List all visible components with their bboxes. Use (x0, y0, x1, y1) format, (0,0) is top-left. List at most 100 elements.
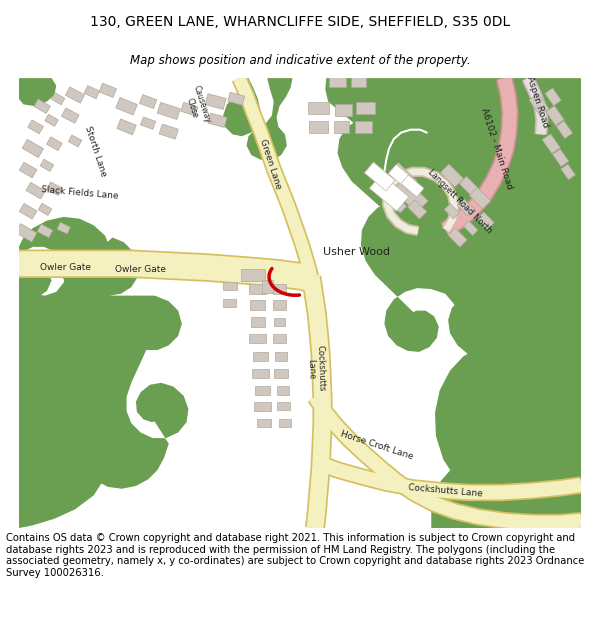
Bar (251, 317, 265, 326)
Bar (274, 369, 288, 378)
Bar (280, 419, 290, 427)
Bar (157, 102, 180, 119)
Bar (241, 269, 265, 281)
Text: Storth Lane: Storth Lane (83, 125, 108, 177)
Bar (274, 318, 285, 326)
Polygon shape (19, 78, 56, 106)
Bar (253, 352, 268, 361)
Text: Aspen Road: Aspen Road (524, 75, 550, 128)
Text: Usher Wood: Usher Wood (323, 246, 390, 256)
Bar (469, 188, 491, 209)
Bar (37, 224, 53, 238)
Bar (250, 284, 266, 294)
Bar (223, 282, 237, 291)
Bar (334, 121, 349, 132)
Bar (310, 121, 328, 132)
Bar (477, 212, 494, 229)
Bar (257, 419, 271, 428)
Polygon shape (223, 78, 260, 136)
Bar (38, 203, 52, 216)
Bar (252, 369, 269, 378)
Bar (40, 159, 53, 171)
Bar (388, 164, 414, 189)
Bar (364, 162, 395, 191)
Bar (22, 139, 44, 158)
Bar (139, 94, 157, 109)
Text: Horse Croft Lane: Horse Croft Lane (340, 429, 415, 462)
Bar (545, 88, 561, 106)
Text: Green Lane: Green Lane (257, 138, 283, 191)
Bar (463, 221, 478, 236)
Bar (205, 94, 226, 109)
Bar (459, 176, 478, 196)
Bar (356, 102, 375, 114)
Text: Cockshutts
Lane: Cockshutts Lane (305, 345, 326, 392)
Bar (208, 113, 227, 128)
Bar (99, 83, 116, 98)
Bar (57, 222, 70, 234)
Bar (444, 204, 460, 219)
Bar (250, 334, 266, 344)
Bar (255, 386, 270, 395)
Text: Langsett Road North: Langsett Road North (425, 168, 493, 236)
Bar (355, 121, 372, 132)
Text: Slack Fields Lane: Slack Fields Lane (41, 184, 119, 201)
Text: Cockshutts Lane: Cockshutts Lane (407, 483, 483, 498)
Bar (84, 86, 100, 99)
Bar (308, 102, 329, 114)
Bar (542, 134, 560, 154)
Bar (116, 98, 137, 115)
Bar (159, 124, 178, 139)
Bar (26, 182, 45, 199)
Polygon shape (247, 78, 581, 528)
Bar (223, 299, 236, 308)
Bar (277, 386, 289, 394)
Bar (262, 280, 273, 292)
Bar (273, 284, 286, 294)
Bar (181, 102, 198, 116)
Bar (407, 200, 427, 219)
Bar (350, 77, 365, 87)
Bar (277, 402, 290, 411)
Bar (28, 120, 43, 134)
Bar (19, 162, 37, 177)
Bar (393, 177, 428, 213)
Bar (228, 92, 245, 105)
Bar (52, 92, 65, 105)
Bar (553, 149, 569, 167)
Bar (401, 175, 424, 197)
Polygon shape (525, 314, 569, 356)
Text: Map shows position and indicative extent of the property.: Map shows position and indicative extent… (130, 54, 470, 67)
Bar (556, 121, 572, 139)
Bar (389, 162, 417, 191)
Bar (390, 196, 407, 213)
Bar (34, 99, 50, 113)
Bar (379, 180, 400, 201)
Bar (275, 352, 287, 361)
Bar (47, 137, 62, 151)
Bar (561, 164, 575, 179)
Bar (68, 135, 82, 147)
Bar (250, 300, 265, 309)
Text: A6102 - Main Road: A6102 - Main Road (479, 107, 514, 190)
Bar (273, 300, 286, 309)
Text: Owler Gate: Owler Gate (115, 265, 166, 274)
Bar (370, 174, 409, 211)
Text: Causeway
Close: Causeway Close (182, 85, 212, 127)
Bar (457, 199, 475, 216)
Text: Contains OS data © Crown copyright and database right 2021. This information is : Contains OS data © Crown copyright and d… (6, 533, 584, 578)
Polygon shape (19, 217, 188, 528)
Bar (273, 334, 286, 344)
Bar (335, 104, 352, 116)
Bar (440, 164, 463, 188)
Bar (45, 114, 58, 126)
Bar (140, 117, 156, 129)
Bar (61, 108, 79, 123)
Polygon shape (431, 453, 581, 528)
Bar (254, 401, 271, 411)
Bar (65, 87, 85, 103)
Bar (117, 119, 136, 135)
Bar (448, 228, 467, 247)
Bar (16, 224, 37, 242)
Text: 130, GREEN LANE, WHARNCLIFFE SIDE, SHEFFIELD, S35 0DL: 130, GREEN LANE, WHARNCLIFFE SIDE, SHEFF… (90, 15, 510, 29)
